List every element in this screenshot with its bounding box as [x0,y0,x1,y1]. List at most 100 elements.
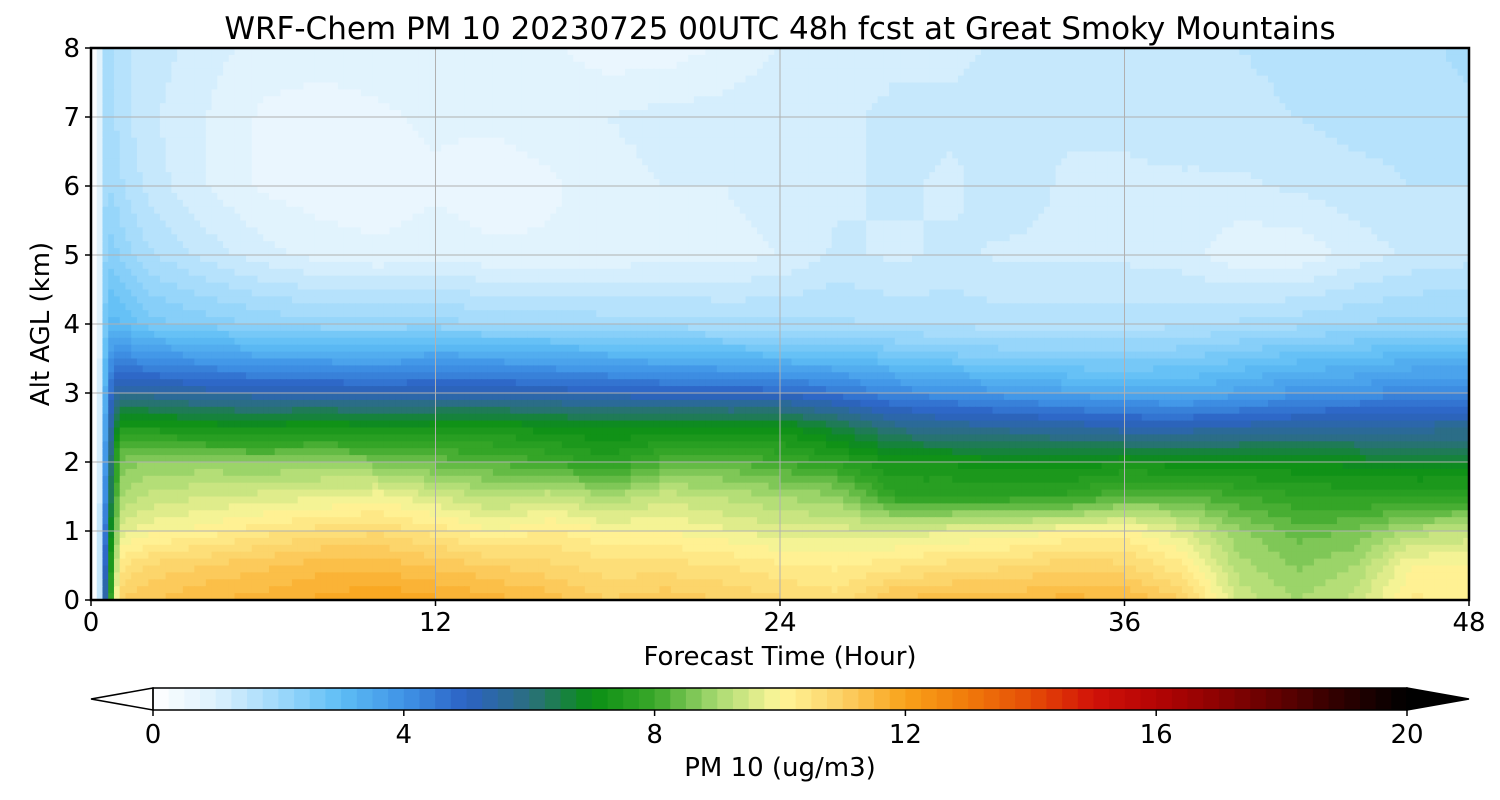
contour-cell [1072,96,1080,104]
contour-cell [986,110,994,118]
contour-cell [1233,172,1240,180]
contour-cell [1359,75,1367,84]
contour-cell [1153,48,1160,56]
contour-cell [1124,130,1131,139]
contour-cell [343,54,350,63]
contour-cell [240,54,247,63]
contour-cell [406,75,414,84]
contour-cell [194,123,201,132]
contour-cell [642,54,649,63]
contour-cell [119,158,127,166]
contour-cell [780,61,787,70]
contour-cell [912,137,919,146]
contour-cell [251,144,259,153]
contour-cell [1405,144,1413,153]
contour-cell [791,130,798,139]
contour-cell [1095,54,1103,63]
contour-cell [1222,75,1229,84]
contour-cell [1067,68,1074,77]
contour-cell [469,165,477,173]
contour-cell [1377,179,1384,187]
contour-cell [533,117,540,125]
contour-cell [906,172,913,180]
contour-cell [119,144,127,153]
contour-cell [1049,165,1057,173]
contour-cell [963,117,971,125]
contour-cell [980,96,988,104]
contour-cell [119,103,127,111]
contour-cell [1015,110,1022,118]
contour-cell [372,61,379,70]
contour-cell [349,137,356,146]
contour-cell [533,144,540,153]
contour-cell [1084,68,1091,77]
contour-cell [871,75,879,84]
contour-cell [768,165,775,173]
contour-cell [1371,61,1378,70]
contour-cell [510,172,517,180]
contour-cell [343,137,350,146]
contour-cell [1153,103,1160,111]
contour-cell [246,158,253,166]
contour-cell [1302,89,1309,97]
contour-cell [1158,110,1166,118]
contour-cell [757,130,764,139]
contour-cell [820,130,827,139]
contour-cell [619,123,626,132]
contour-cell [154,179,161,187]
contour-cell [883,48,890,56]
contour-cell [1009,103,1017,111]
contour-cell [1262,123,1269,132]
contour-cell [1118,103,1126,111]
contour-cell [533,61,540,70]
contour-cell [148,103,155,111]
contour-cell [734,172,741,180]
contour-cell [866,165,873,173]
contour-cell [998,96,1005,104]
contour-cell [1250,103,1258,111]
contour-cell [280,165,287,173]
contour-cell [1371,172,1378,180]
contour-cell [1193,48,1200,56]
contour-cell [1055,186,1062,194]
contour-cell [171,172,178,180]
contour-cell [148,158,155,166]
contour-cell [1463,61,1470,70]
contour-cell [1187,130,1194,139]
contour-cell [280,186,287,194]
contour-cell [848,48,856,56]
contour-cell [1227,123,1235,132]
contour-cell [831,165,839,173]
contour-cell [515,54,523,63]
contour-cell [1250,75,1258,84]
contour-cell [372,158,379,166]
contour-cell [498,172,505,180]
contour-cell [435,75,442,84]
contour-cell [297,130,305,139]
contour-cell [159,89,167,97]
contour-cell [355,68,362,77]
contour-cell [113,123,121,132]
contour-cell [1158,68,1166,77]
contour-cell [1078,151,1085,159]
contour-cell [303,186,310,194]
contour-cell [699,179,706,187]
contour-cell [1187,123,1194,132]
contour-cell [1434,82,1441,90]
contour-cell [320,61,328,70]
contour-cell [360,137,368,146]
contour-cell [630,123,638,132]
contour-cell [837,144,844,153]
contour-cell [665,61,672,70]
contour-cell [234,48,241,56]
contour-cell [1003,103,1011,111]
contour-cell [1038,186,1045,194]
contour-cell [728,89,735,97]
contour-cell [1268,103,1275,111]
contour-cell [1216,186,1223,194]
contour-cell [286,75,293,84]
contour-cell [446,48,454,56]
contour-cell [751,144,758,153]
contour-cell [492,165,500,173]
contour-cell [240,137,247,146]
